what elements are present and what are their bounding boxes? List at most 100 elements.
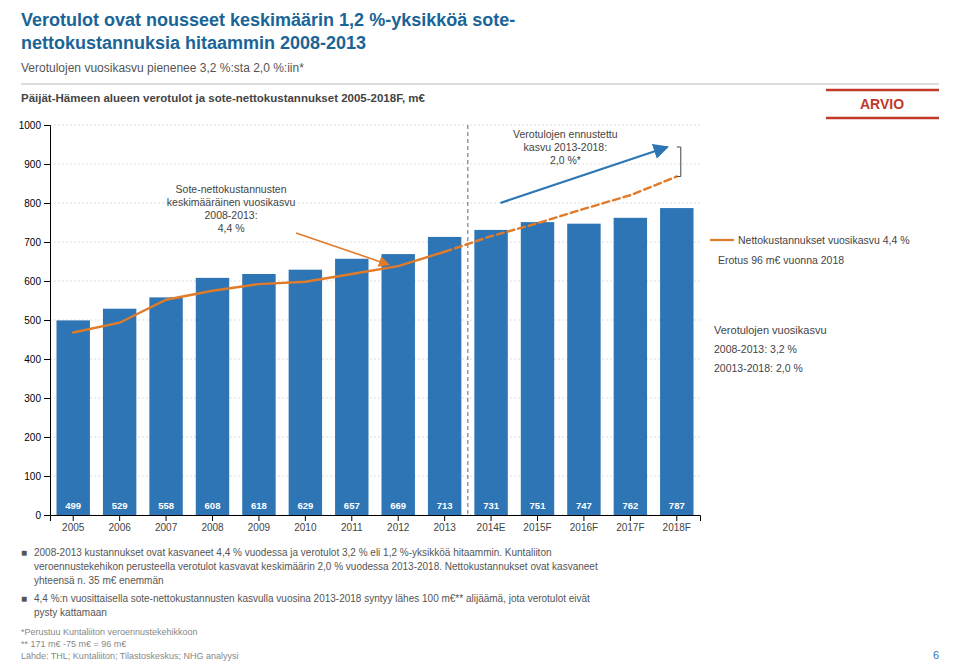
data-label: 731 [483,500,500,511]
verotulot-annotation: Verotulojen vuosikasvu [714,324,827,336]
erotus-annotation: Erotus 96 m€ vuonna 2018 [718,254,844,266]
x-axis-line [51,516,701,522]
y-tick-mark [44,242,50,243]
page-number: 6 [933,649,939,661]
y-tick-mark [44,359,50,360]
arvio-rule [826,89,939,92]
cost-line [73,252,444,333]
bar [335,259,368,515]
footer: ■2008-2013 kustannukset ovat kasvaneet 4… [21,547,939,661]
x-tick: 2011 [341,515,363,533]
data-label: 747 [576,500,592,511]
x-tick: 2015F [523,515,551,533]
bar [289,270,322,515]
bar [242,274,275,515]
y-tick: 400 [24,354,50,365]
footer-text: veroennustekehikon perusteella verotulot… [34,561,598,572]
x-tick: 2008 [201,515,224,533]
forecast-divider [467,125,468,515]
y-tick-mark [44,437,50,438]
footnote: ** 171 m€ -75 m€ = 96 m€ [21,639,126,649]
x-axis: 2005200620072008200920102011201220132014… [51,515,701,533]
y-tick-label: 700 [24,237,41,248]
x-tick: 2010 [294,515,317,533]
y-tick: 1000 [19,120,50,131]
x-tick-label: 2012 [387,522,410,533]
x-tick: 2017F [616,515,644,533]
y-tick: 900 [24,159,50,170]
bar [567,224,600,515]
bar [149,297,182,515]
x-tick-mark [166,515,167,521]
growth-annotation: kasvu 2013-2018: [524,141,607,153]
x-tick-mark [212,515,213,521]
grid [50,125,700,515]
chart-svg: Verotulot ovat nousseet keskimäärin 1,2 … [0,0,960,668]
footnote: *Perustuu Kuntaliiton veroennustekehikko… [21,627,198,637]
bar [103,309,136,515]
y-tick-label: 600 [24,276,41,287]
y-tick-mark [44,281,50,282]
x-tick-mark [583,515,584,521]
y-tick-mark [44,476,50,477]
grid-line [50,164,700,165]
annotations: Sote-nettokustannustenkeskimääräinen vuo… [167,128,910,374]
y-tick-mark [44,320,50,321]
grid-line [50,320,700,321]
data-label: 787 [669,500,685,511]
chart-container: Verotulot ovat nousseet keskimäärin 1,2 … [0,0,960,668]
y-axis-line [44,126,51,516]
y-tick-label: 400 [24,354,41,365]
footer-text: 4,4 %:n vuosittaisella sote-nettokustann… [34,593,590,604]
subtitle: Verotulojen vuosikasvu pienenee 3,2 %:st… [21,61,304,75]
data-label: 499 [65,500,81,511]
x-tick: 2005 [62,515,85,533]
x-tick-label: 2015F [523,522,551,533]
y-tick: 800 [24,198,50,209]
y-tick-label: 100 [24,471,41,482]
verotulot-annotation: 20013-2018: 2,0 % [714,362,803,374]
y-tick: 500 [24,315,50,326]
x-tick-label: 2006 [109,522,132,533]
growth-annotation: 2,0 %* [550,154,581,166]
y-tick-mark [44,125,50,126]
cost-line-forecast [445,176,677,251]
x-tick-mark [444,515,445,521]
x-tick-label: 2013 [434,522,457,533]
x-tick: 2018F [663,515,691,533]
footer-bullet: ■ [21,593,27,604]
y-tick-mark [44,203,50,204]
title: nettokustannuksia hitaammin 2008-2013 [21,33,366,53]
x-tick-mark [537,515,538,521]
x-tick-mark [73,515,74,521]
x-tick-label: 2009 [248,522,271,533]
x-tick: 2016F [570,515,598,533]
footer-text: pysty kattamaan [34,607,107,618]
bar [614,218,647,515]
y-tick: 0 [35,510,50,521]
growth-arrow [500,147,667,203]
grid-line [50,476,700,477]
y-tick: 200 [24,432,50,443]
data-label: 669 [390,500,406,511]
bar [660,208,693,515]
x-tick: 2006 [109,515,132,533]
y-tick-label: 800 [24,198,41,209]
y-tick-label: 200 [24,432,41,443]
growth-annotation: Verotulojen ennustettu [513,128,618,140]
grid-line [50,398,700,399]
footnote: Lähde: THL; Kuntaliiton; Tilastoskeskus;… [21,651,238,661]
data-label: 713 [437,500,453,511]
x-tick-mark [398,515,399,521]
x-tick: 2012 [387,515,410,533]
grid-line [50,242,700,243]
y-tick-mark [44,515,50,516]
y-tick-label: 300 [24,393,41,404]
y-tick-label: 1000 [19,120,42,131]
netcost-annotation: Nettokustannukset vuosikasvu 4,4 % [738,234,910,246]
data-label: 751 [530,500,547,511]
x-tick: 2007 [155,515,178,533]
x-tick-label: 2017F [616,522,644,533]
data-label: 608 [205,500,221,511]
y-tick: 100 [24,471,50,482]
